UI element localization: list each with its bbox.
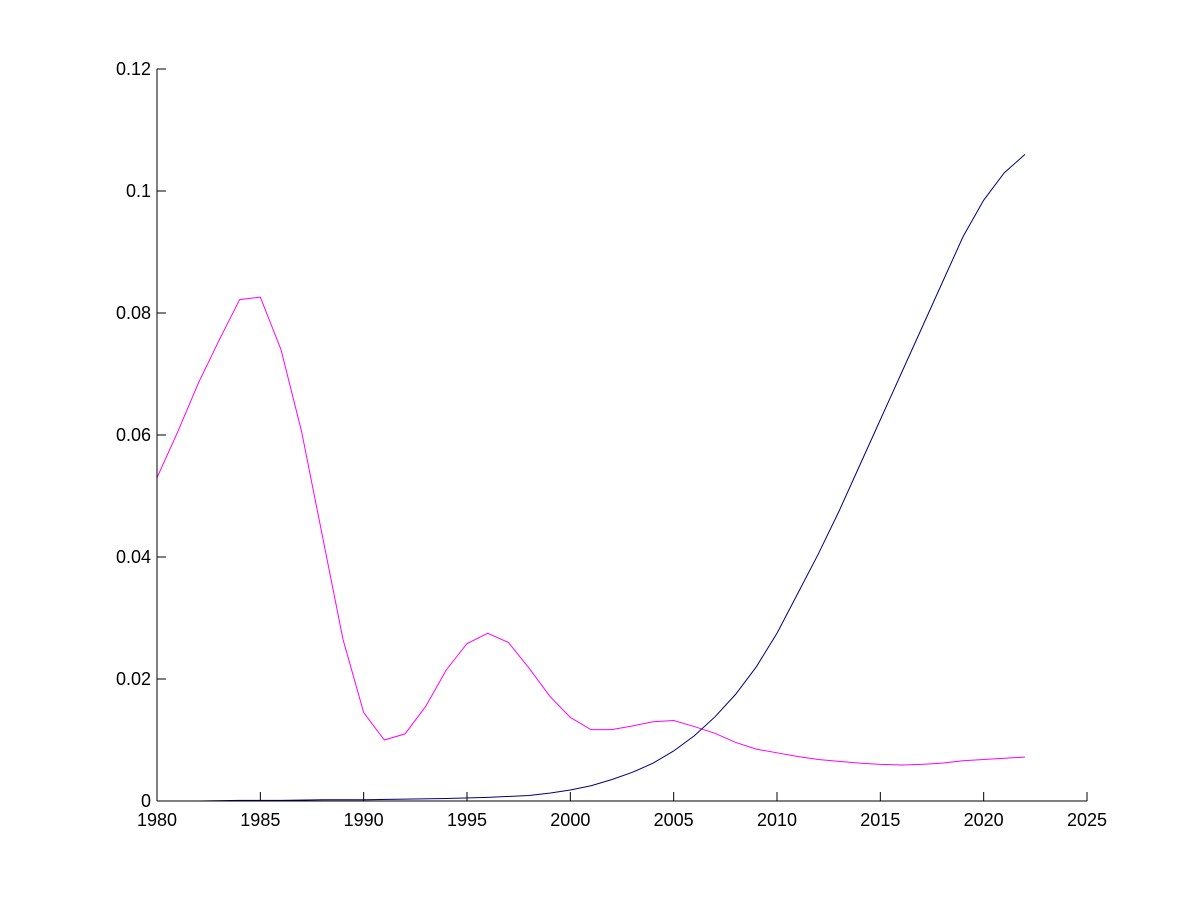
y-axis-ticks: 0 0.02 0.04 0.06 0.08 0.1 0.12 bbox=[116, 59, 166, 811]
y-tick-label: 0.02 bbox=[116, 669, 151, 689]
x-tick-label: 1985 bbox=[240, 810, 280, 830]
x-tick-label: 2010 bbox=[757, 810, 797, 830]
y-tick-label: 0.06 bbox=[116, 425, 151, 445]
x-axis-ticks: 1980 1985 1990 1995 2000 2005 2010 2015 2020 2025 bbox=[137, 792, 1107, 830]
y-tick-label: 0.08 bbox=[116, 303, 151, 323]
series-line-1 bbox=[156, 296, 1026, 766]
y-tick-label: 0.04 bbox=[116, 547, 151, 567]
x-tick-label: 1990 bbox=[344, 810, 384, 830]
x-tick-label: 2025 bbox=[1067, 810, 1107, 830]
x-tick-label: 2015 bbox=[860, 810, 900, 830]
x-tick-label: 1980 bbox=[137, 810, 177, 830]
x-tick-label: 1995 bbox=[447, 810, 487, 830]
y-tick-label: 0 bbox=[141, 791, 151, 811]
y-tick-label: 0.1 bbox=[126, 181, 151, 201]
x-tick-label: 2000 bbox=[550, 810, 590, 830]
series-line-2 bbox=[157, 154, 1026, 802]
x-tick-label: 2020 bbox=[964, 810, 1004, 830]
series-layer bbox=[156, 154, 1026, 802]
y-tick-label: 0.12 bbox=[116, 59, 151, 79]
x-tick-label: 2005 bbox=[654, 810, 694, 830]
